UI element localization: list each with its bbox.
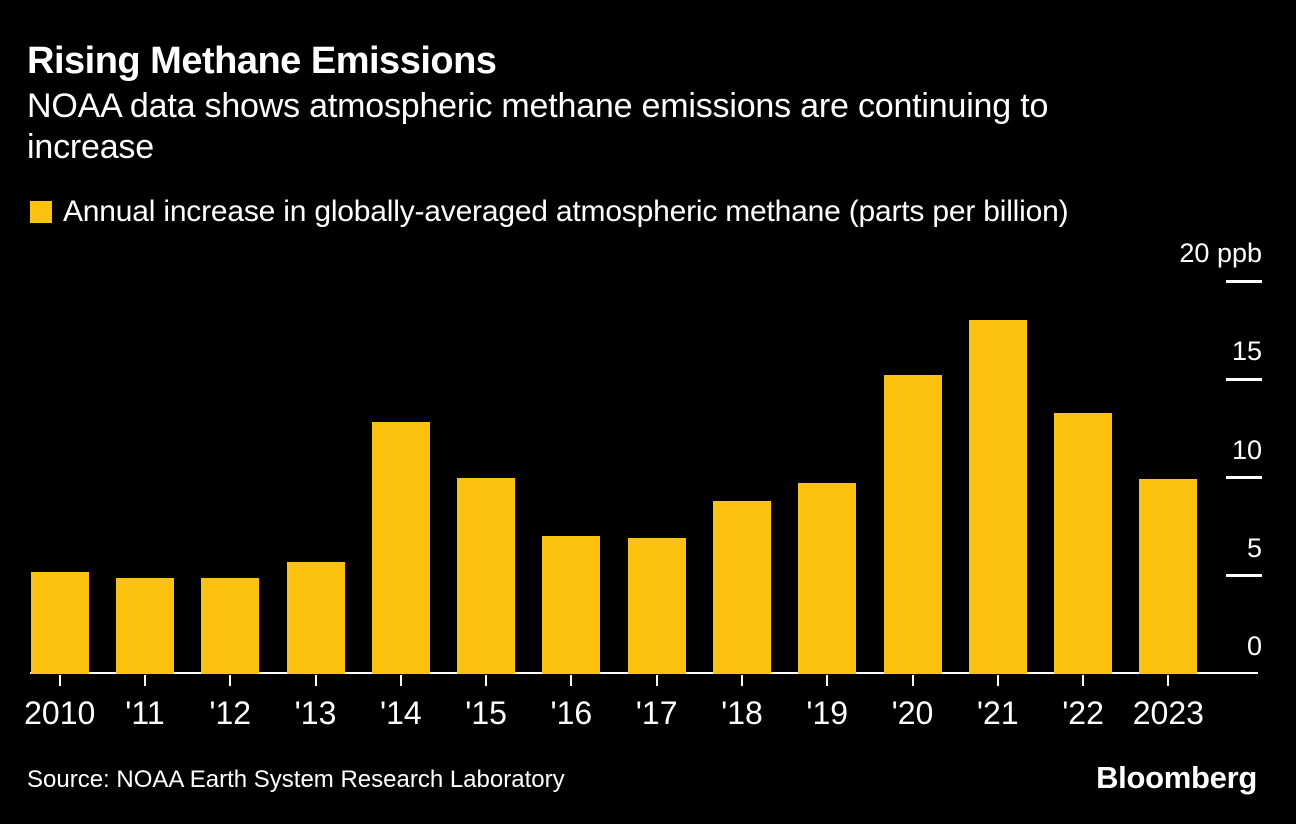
x-tick-13 <box>314 675 317 686</box>
x-label-21: '21 <box>976 695 1019 731</box>
y-tick-15 <box>1226 377 1262 381</box>
bar-2023 <box>1139 479 1198 674</box>
bar-14 <box>371 422 430 674</box>
bar-22 <box>1054 412 1113 674</box>
x-tick-11 <box>143 675 146 686</box>
x-tick-2023 <box>1167 675 1170 686</box>
bar-18 <box>712 501 771 674</box>
legend-swatch-icon <box>30 201 52 223</box>
y-tick-10 <box>1226 476 1262 479</box>
bar-2010 <box>30 571 89 674</box>
legend: Annual increase in globally-averaged atm… <box>30 195 1069 228</box>
bar-15 <box>457 477 516 674</box>
x-label-2023: 2023 <box>1132 695 1204 731</box>
bar-19 <box>798 483 857 674</box>
bar-20 <box>883 375 942 674</box>
x-label-22: '22 <box>1062 695 1104 731</box>
bar-16 <box>542 536 601 674</box>
bloomberg-logo: Bloomberg <box>1096 760 1257 795</box>
x-tick-17 <box>655 675 658 686</box>
x-tick-21 <box>996 675 999 686</box>
x-label-11: '11 <box>125 695 165 731</box>
x-tick-22 <box>1082 675 1085 686</box>
bar-13 <box>286 561 345 674</box>
chart-title: Rising Methane Emissions <box>27 40 497 82</box>
x-tick-2010 <box>58 675 61 686</box>
bar-12 <box>201 577 260 674</box>
x-tick-16 <box>570 675 573 686</box>
y-tick-5 <box>1226 574 1262 578</box>
x-label-19: '19 <box>806 695 849 731</box>
x-tick-20 <box>911 675 914 686</box>
y-label-5: 5 <box>1246 532 1262 563</box>
chart-subtitle: NOAA data shows atmospheric methane emis… <box>27 87 1049 166</box>
y-label-20: 20 ppb <box>1179 238 1262 268</box>
x-tick-15 <box>485 675 488 686</box>
x-label-20: '20 <box>891 695 934 731</box>
x-label-13: '13 <box>294 695 337 731</box>
y-label-0: 0 <box>1246 631 1262 661</box>
x-label-14: '14 <box>379 695 422 731</box>
x-tick-14 <box>399 675 402 686</box>
bar-11 <box>115 577 174 674</box>
x-label-12: '12 <box>209 695 252 731</box>
x-label-15: '15 <box>465 695 507 731</box>
x-tick-19 <box>826 675 829 686</box>
x-tick-18 <box>740 675 743 686</box>
y-tick-20 <box>1226 279 1262 283</box>
bar-21 <box>968 320 1027 674</box>
x-label-16: '16 <box>550 695 593 731</box>
y-label-15: 15 <box>1231 336 1262 367</box>
y-label-10: 10 <box>1231 434 1262 465</box>
bar-17 <box>627 538 686 674</box>
x-tick-12 <box>229 675 232 686</box>
legend-label: Annual increase in globally-averaged atm… <box>63 195 1069 228</box>
source-note: Source: NOAA Earth System Research Labor… <box>27 766 565 793</box>
x-label-17: '17 <box>635 695 678 731</box>
x-label-2010: 2010 <box>24 695 96 731</box>
x-label-18: '18 <box>721 695 763 731</box>
